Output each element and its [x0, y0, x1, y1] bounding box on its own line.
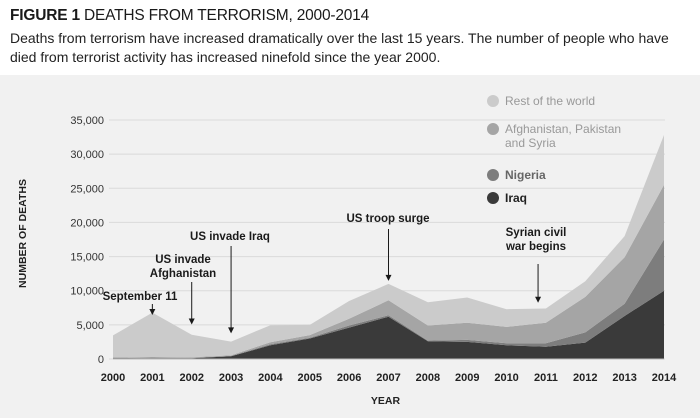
x-tick-label: 2013 [612, 372, 636, 384]
y-tick-label: 5,000 [76, 320, 104, 332]
legend-label-nigeria: Nigeria [505, 168, 546, 182]
figure-header: FIGURE 1 DEATHS FROM TERRORISM, 2000-201… [0, 0, 700, 75]
figure-label: FIGURE 1 [10, 7, 80, 24]
y-tick-label: 10,000 [70, 286, 104, 298]
x-tick-label: 2005 [298, 372, 322, 384]
x-tick-label: 2002 [179, 372, 203, 384]
annotation-us-invade-iraq-arrowhead [228, 327, 235, 334]
x-tick-label: 2014 [652, 372, 677, 384]
y-tick-label: 0 [98, 354, 104, 366]
annotation-us-invade-afghanistan-arrowhead [188, 318, 195, 325]
area-iraq [113, 290, 664, 359]
annotation-us-troop-surge-label: US troop surge [346, 213, 429, 225]
x-tick-label: 2003 [219, 372, 243, 384]
x-tick-label: 2007 [376, 372, 400, 384]
annotation-us-invade-iraq-label: US invade Iraq [190, 231, 270, 243]
y-tick-label: 30,000 [70, 149, 104, 161]
legend-label-iraq: Iraq [505, 191, 527, 205]
x-tick-label: 2012 [573, 372, 597, 384]
legend-swatch-rest-of-the-world [487, 95, 499, 107]
y-tick-label: 15,000 [70, 252, 104, 264]
annotation-september-11-label: September 11 [103, 291, 178, 303]
figure-subtitle: Deaths from terrorism have increased dra… [10, 30, 669, 65]
x-tick-label: 2004 [258, 372, 283, 384]
annotation-syrian-civil-war-begins-label: Syrian civil war begins [505, 227, 566, 253]
legend-label-rest-of-the-world: Rest of the world [505, 94, 595, 108]
figure-title-text: DEATHS FROM TERRORISM, 2000-2014 [84, 7, 370, 24]
y-tick-label: 25,000 [70, 183, 104, 195]
legend-swatch-nigeria [487, 169, 499, 181]
x-tick-label: 2009 [455, 372, 479, 384]
x-tick-label: 2010 [494, 372, 518, 384]
annotation-us-invade-afghanistan-label: US invade Afghanistan [150, 254, 216, 280]
legend-label-afghanistan-pakistan-and-syria: Afghanistan, Pakistan and Syria [505, 122, 621, 150]
y-tick-label: 20,000 [70, 217, 104, 229]
annotation-september-11-arrowhead [149, 308, 156, 315]
x-tick-label: 2000 [101, 372, 125, 384]
legend-swatch-iraq [487, 192, 499, 204]
x-tick-label: 2011 [534, 372, 558, 384]
x-tick-label: 2001 [140, 372, 164, 384]
legend-swatch-afghanistan-pakistan-and-syria [487, 123, 499, 135]
annotation-syrian-civil-war-begins-arrowhead [535, 296, 542, 303]
y-axis-title: NUMBER OF DEATHS [17, 179, 29, 288]
y-tick-label: 35,000 [70, 115, 104, 127]
x-tick-label: 2008 [416, 372, 440, 384]
x-tick-label: 2006 [337, 372, 361, 384]
figure-title: FIGURE 1 DEATHS FROM TERRORISM, 2000-201… [10, 7, 369, 25]
area-rest-of-the-world [113, 135, 664, 358]
annotation-us-troop-surge-arrowhead [385, 274, 392, 281]
x-axis-title: YEAR [371, 395, 401, 407]
